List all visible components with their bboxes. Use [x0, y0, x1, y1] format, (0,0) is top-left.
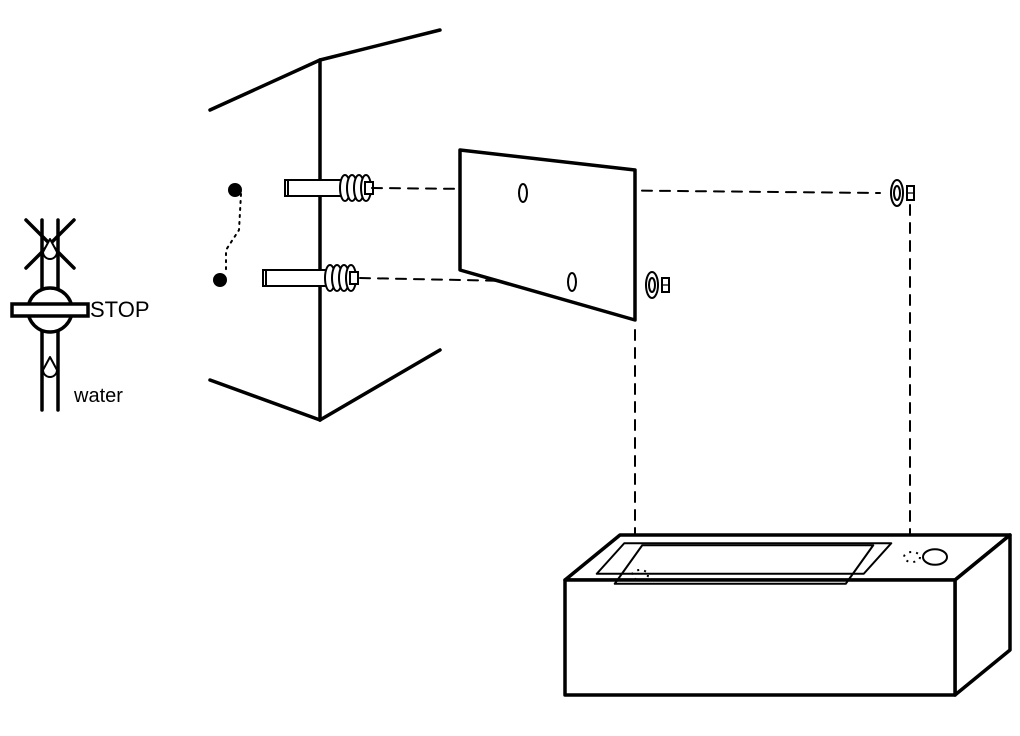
stop-label: STOP [90, 297, 150, 323]
water-label: water [74, 385, 123, 408]
installation-diagram [0, 0, 1020, 736]
